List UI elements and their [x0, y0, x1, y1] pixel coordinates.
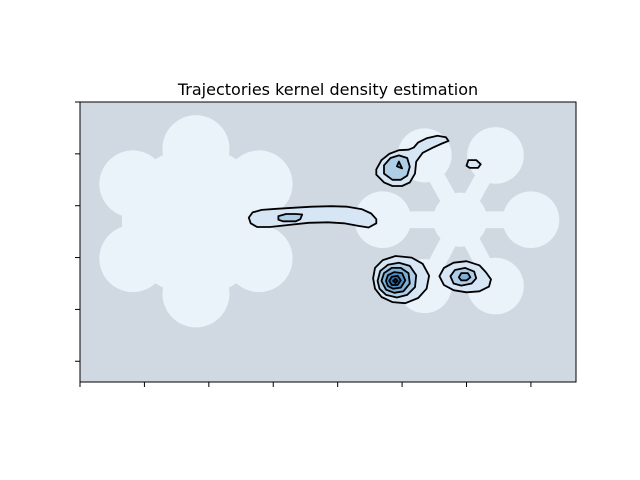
obstacle-right-hub	[432, 192, 488, 247]
obstacle-left-petal-bottom	[162, 260, 230, 328]
obstacle-left-petal-bottom-right	[225, 225, 293, 293]
chart-title: Trajectories kernel density estimation	[177, 80, 478, 99]
obstacle-right-petal-left	[354, 191, 412, 249]
obstacle-left-petal-top	[162, 115, 230, 183]
obstacle-left-petal-bottom-left	[99, 225, 167, 293]
upper-blob-contour-level-3	[396, 160, 403, 170]
plot-area	[79, 101, 577, 383]
corridor-blob-contour-level-1	[247, 205, 378, 229]
right-blob-contour-level-3	[457, 272, 472, 282]
obstacle-layer	[99, 115, 560, 328]
upper-blob-contour-level-2	[383, 154, 411, 181]
obstacle-right-petal-top-right	[467, 127, 524, 184]
obstacle-right-petal-right	[502, 191, 560, 249]
peak-blob-contour-level-6	[392, 277, 399, 284]
density-layer	[247, 134, 492, 305]
x-axis	[79, 382, 532, 387]
axes-frame	[79, 101, 577, 383]
small-upper-right-blob-contour-level-1	[465, 159, 482, 169]
obstacle-left-petal-top-right	[225, 150, 293, 218]
obstacle-left-petal-top-left	[99, 150, 167, 218]
y-axis	[75, 101, 80, 362]
corridor-blob-contour-level-2	[277, 213, 304, 223]
